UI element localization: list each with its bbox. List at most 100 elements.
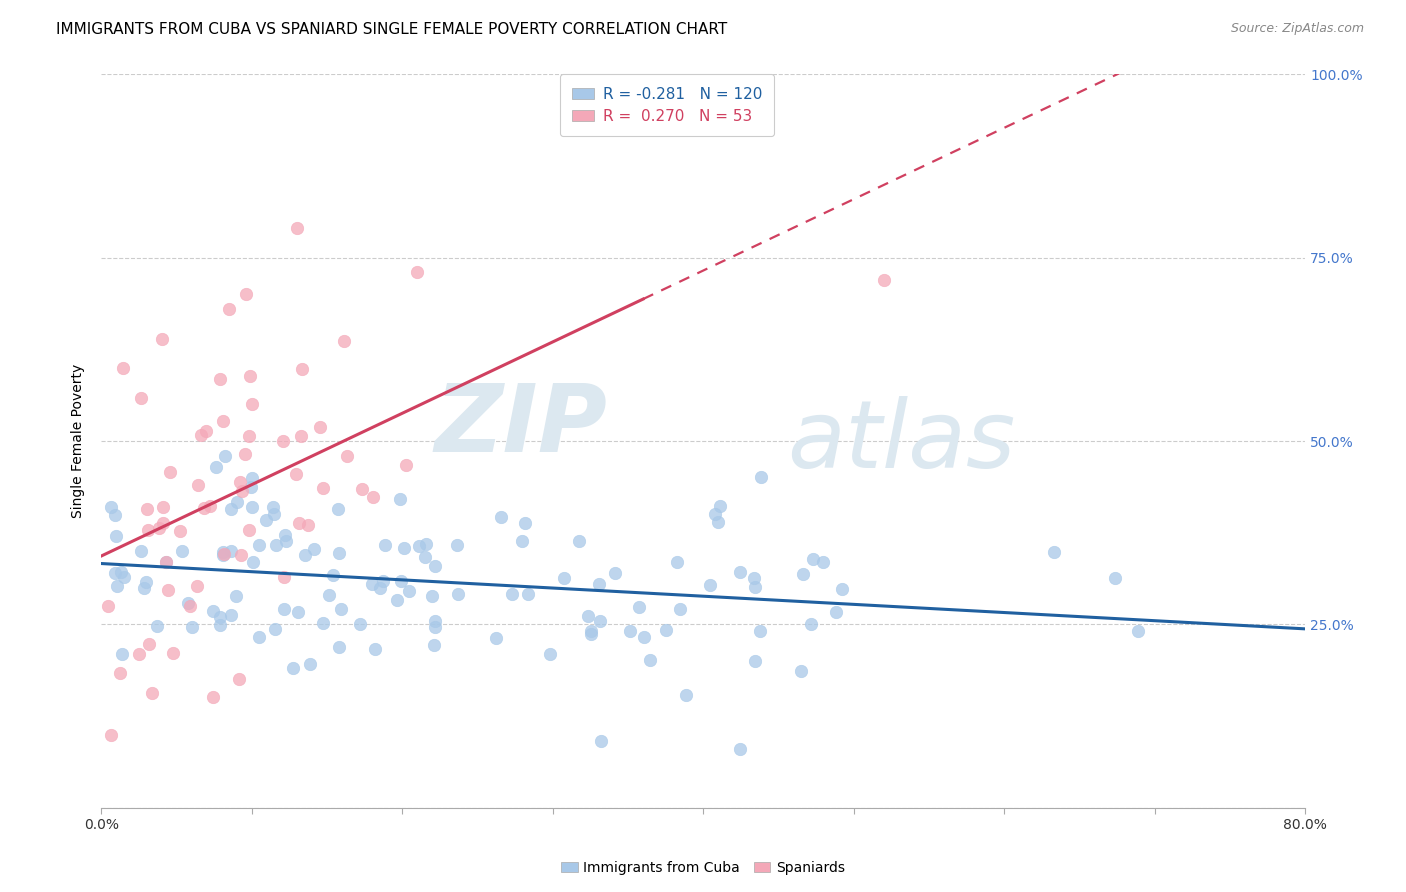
Point xyxy=(516,587,538,601)
Point xyxy=(229,475,252,489)
Point xyxy=(129,391,152,405)
Point xyxy=(229,549,252,563)
Point xyxy=(254,513,277,527)
Y-axis label: Single Female Poverty: Single Female Poverty xyxy=(72,364,86,518)
Point xyxy=(395,458,418,472)
Point xyxy=(811,555,834,569)
Point xyxy=(104,508,127,523)
Point xyxy=(148,521,170,535)
Point xyxy=(675,688,697,702)
Point xyxy=(134,582,156,596)
Text: IMMIGRANTS FROM CUBA VS SPANIARD SINGLE FEMALE POVERTY CORRELATION CHART: IMMIGRANTS FROM CUBA VS SPANIARD SINGLE … xyxy=(56,22,727,37)
Point xyxy=(489,509,512,524)
Point xyxy=(290,429,312,443)
Point xyxy=(703,507,725,521)
Point xyxy=(291,362,314,376)
Point xyxy=(242,555,264,569)
Point xyxy=(112,570,135,584)
Point xyxy=(373,574,395,588)
Point xyxy=(350,483,373,497)
Point xyxy=(515,516,537,530)
Point xyxy=(211,545,233,559)
Point xyxy=(709,500,731,514)
Point xyxy=(273,601,295,615)
Point xyxy=(177,596,200,610)
Point xyxy=(553,571,575,585)
Point xyxy=(240,500,263,515)
Point xyxy=(100,728,122,742)
Point xyxy=(749,470,772,484)
Point xyxy=(744,655,766,669)
Text: ZIP: ZIP xyxy=(434,380,607,473)
Point xyxy=(181,620,204,634)
Point xyxy=(159,465,181,479)
Point xyxy=(262,500,284,515)
Point xyxy=(212,547,235,561)
Point xyxy=(235,447,257,461)
Point xyxy=(281,660,304,674)
Point xyxy=(328,546,350,560)
Point xyxy=(108,665,131,680)
Point xyxy=(423,614,446,628)
Point xyxy=(190,428,212,442)
Point xyxy=(588,576,610,591)
Point xyxy=(169,524,191,538)
Point xyxy=(825,605,848,619)
Point xyxy=(1042,545,1064,559)
Point xyxy=(792,566,814,581)
Point xyxy=(1126,624,1149,638)
Point xyxy=(202,604,225,618)
Point xyxy=(803,551,825,566)
Point xyxy=(225,590,247,604)
Point xyxy=(110,565,132,579)
Point xyxy=(135,574,157,589)
Point xyxy=(239,480,262,494)
Point xyxy=(193,500,215,515)
Point xyxy=(284,467,307,481)
Point xyxy=(728,565,751,579)
Point xyxy=(150,332,173,346)
Point xyxy=(263,507,285,521)
Point xyxy=(162,646,184,660)
Point xyxy=(105,579,128,593)
Point xyxy=(744,580,766,594)
Point xyxy=(105,529,128,543)
Point xyxy=(655,624,678,638)
Point xyxy=(209,371,232,385)
Point xyxy=(211,548,233,562)
Point xyxy=(873,272,896,286)
Point xyxy=(326,501,349,516)
Point xyxy=(336,449,359,463)
Point xyxy=(730,742,752,756)
Point xyxy=(141,685,163,699)
Point xyxy=(231,484,253,499)
Point xyxy=(579,624,602,638)
Point xyxy=(285,221,308,235)
Point xyxy=(202,690,225,704)
Point xyxy=(591,734,613,748)
Point xyxy=(389,574,412,589)
Point xyxy=(136,523,159,537)
Point xyxy=(271,434,294,448)
Point xyxy=(415,537,437,551)
Point xyxy=(800,617,823,632)
Point xyxy=(219,544,242,558)
Point xyxy=(633,630,655,644)
Point xyxy=(128,647,150,661)
Point xyxy=(205,460,228,475)
Point xyxy=(146,619,169,633)
Point xyxy=(589,614,612,628)
Point xyxy=(111,360,134,375)
Point xyxy=(361,490,384,504)
Point xyxy=(420,590,443,604)
Point xyxy=(699,578,721,592)
Point xyxy=(628,600,651,615)
Point xyxy=(194,424,217,438)
Point xyxy=(349,617,371,632)
Point xyxy=(328,640,350,655)
Point xyxy=(1104,570,1126,584)
Point xyxy=(706,515,728,529)
Point xyxy=(274,528,297,542)
Point xyxy=(374,538,396,552)
Point xyxy=(312,481,335,495)
